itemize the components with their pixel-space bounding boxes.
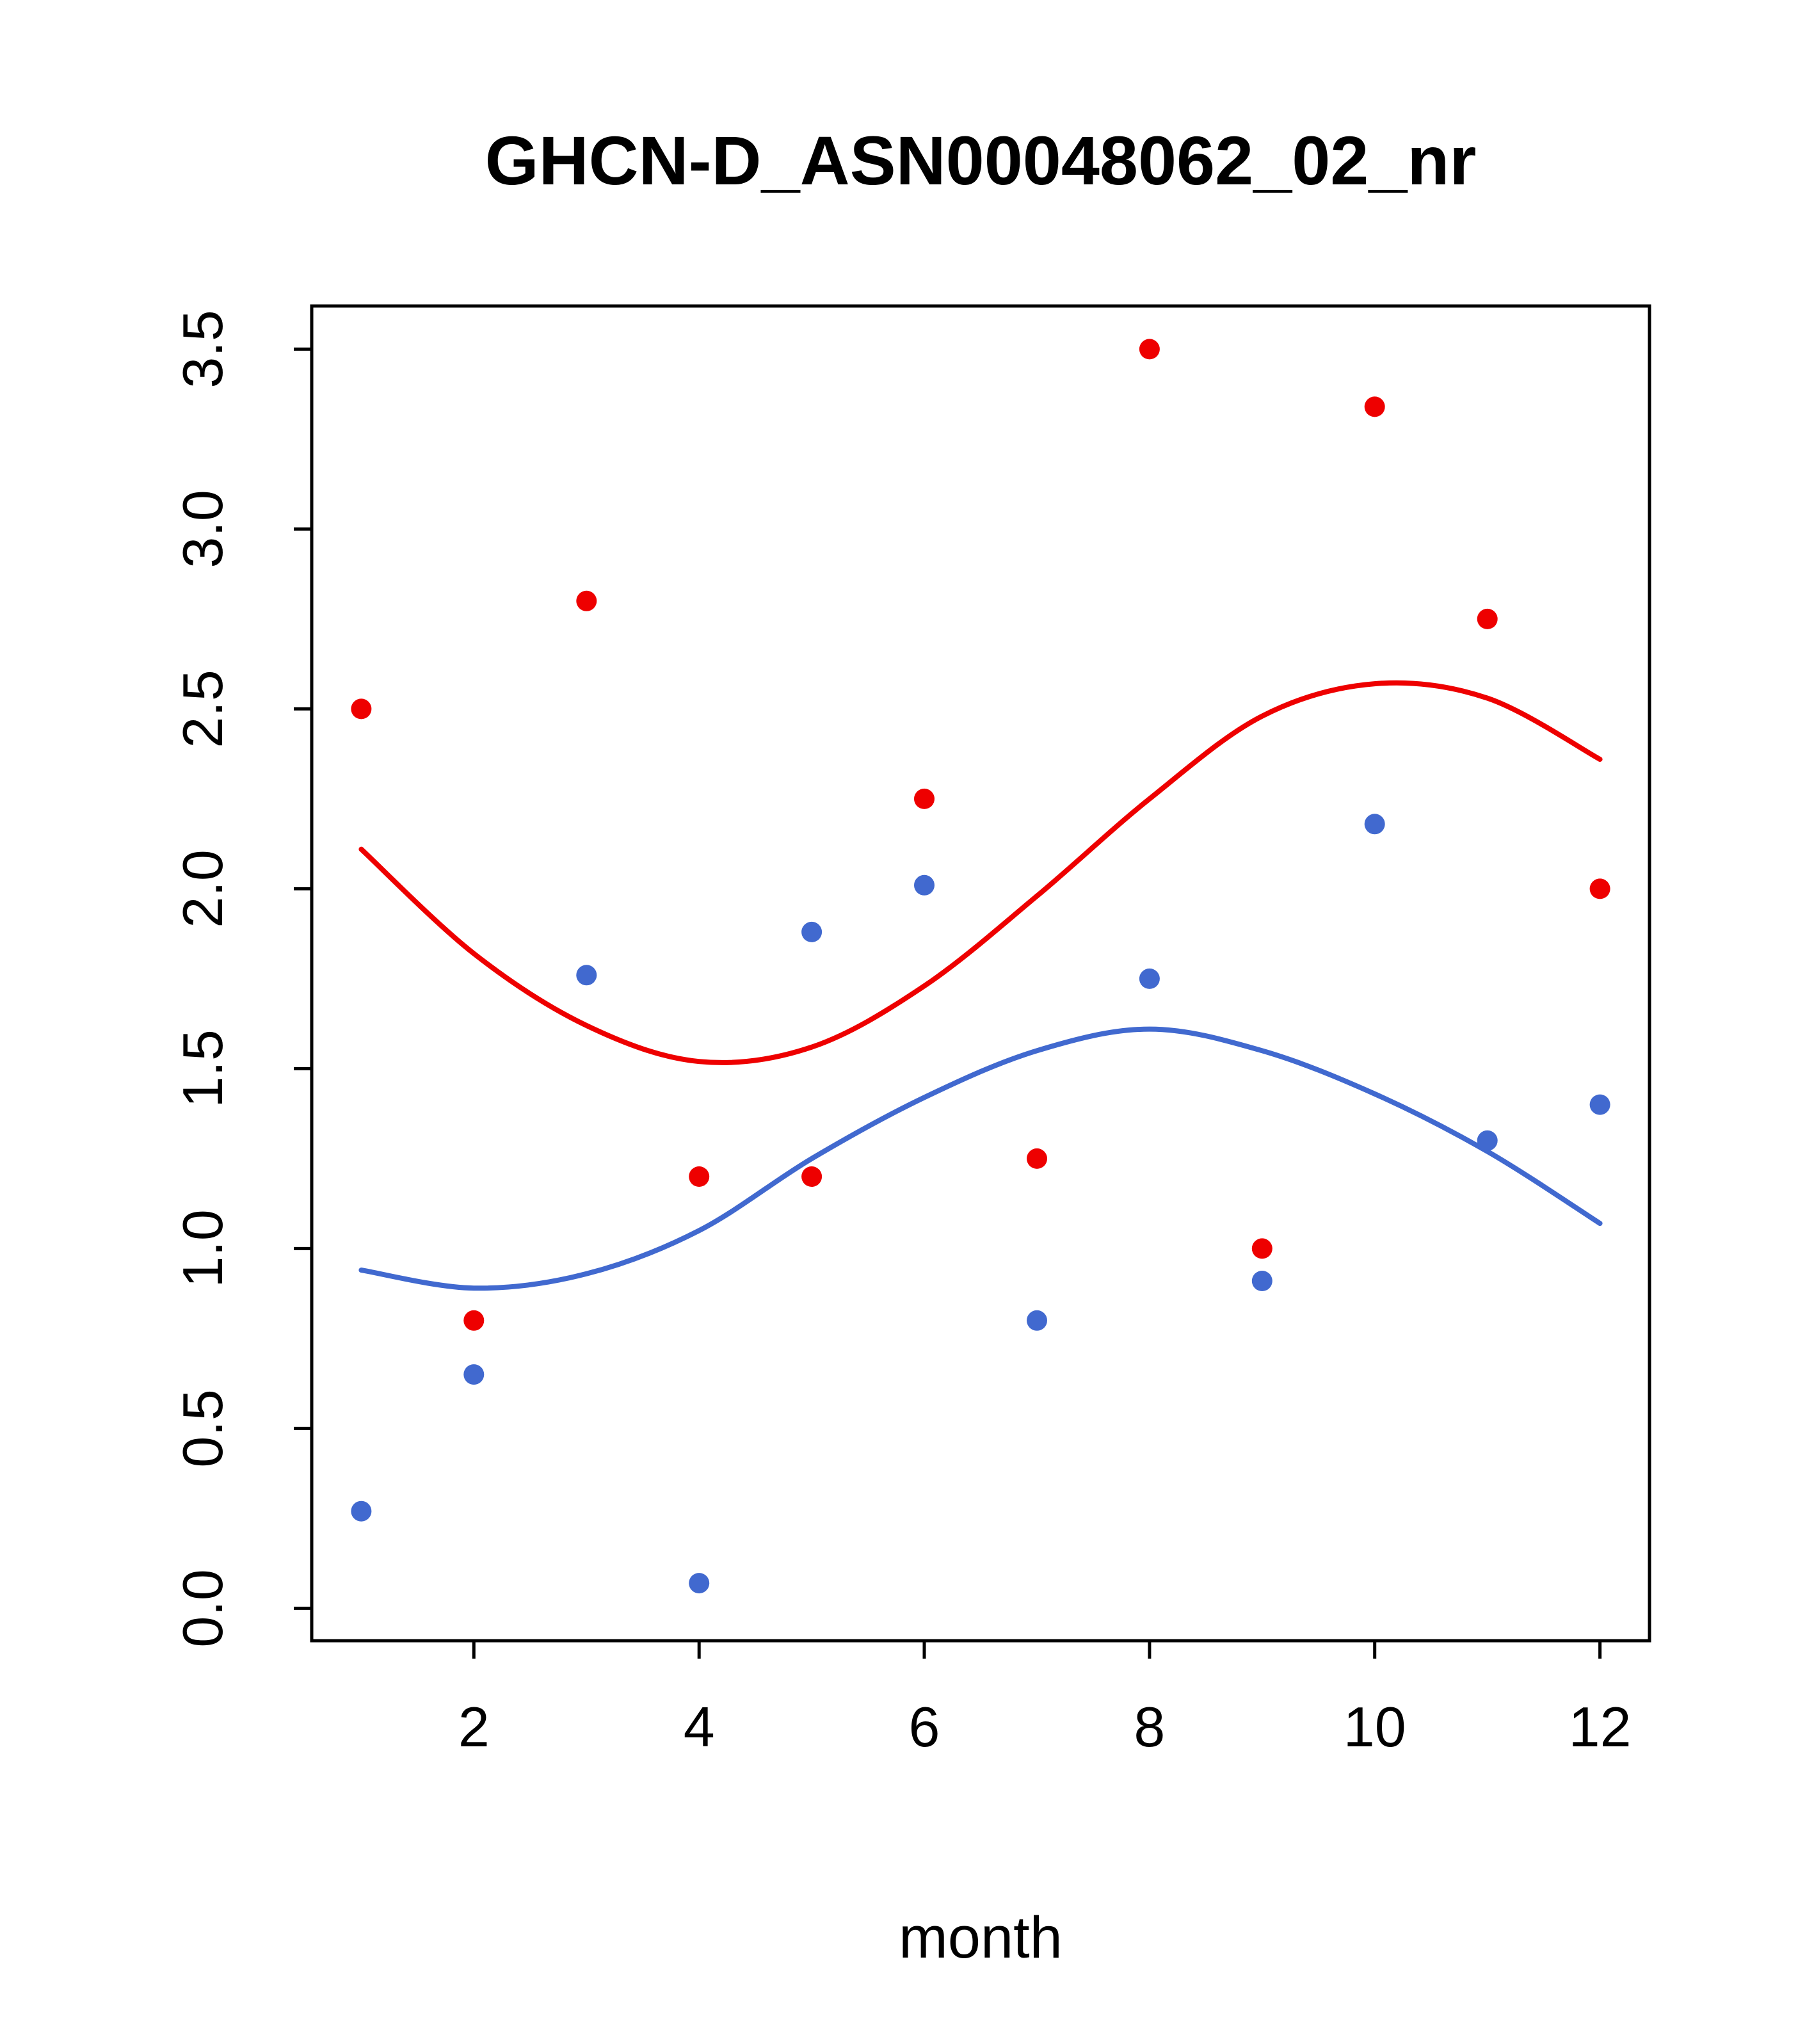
red-points-marker bbox=[801, 1166, 823, 1187]
red-points-marker bbox=[1364, 396, 1385, 417]
y-axis-tick-label: 2.5 bbox=[171, 670, 234, 748]
x-axis-tick-label: 12 bbox=[1569, 1695, 1632, 1758]
plot-box bbox=[310, 304, 1651, 1643]
y-axis-tick-label: 1.5 bbox=[171, 1029, 234, 1107]
y-axis-tick-label: 0.0 bbox=[171, 1569, 234, 1647]
red-points-marker bbox=[1139, 339, 1160, 360]
chart-title: GHCN-D_ASN00048062_02_nr bbox=[485, 122, 1477, 199]
y-axis-tick-label: 1.0 bbox=[171, 1209, 234, 1287]
blue-points-marker bbox=[1477, 1130, 1498, 1151]
x-axis-tick-label: 6 bbox=[909, 1695, 940, 1758]
red-points-marker bbox=[1251, 1238, 1272, 1259]
blue-points-marker bbox=[463, 1364, 485, 1385]
blue-smooth-line bbox=[358, 1026, 1603, 1291]
red-points-marker bbox=[689, 1166, 710, 1187]
blue-points-marker bbox=[1589, 1094, 1610, 1115]
y-axis-tick-label: 3.5 bbox=[171, 310, 234, 388]
x-axis-tick-label: 8 bbox=[1134, 1695, 1165, 1758]
blue-points-marker bbox=[914, 874, 935, 896]
blue-points-marker bbox=[1251, 1271, 1272, 1291]
red-points-marker bbox=[351, 698, 372, 720]
x-axis-tick-label: 4 bbox=[684, 1695, 715, 1758]
blue-points-marker bbox=[1139, 968, 1160, 989]
blue-points-marker bbox=[1027, 1310, 1047, 1331]
red-points-marker bbox=[1027, 1148, 1047, 1169]
y-axis-tick-label: 3.0 bbox=[171, 490, 234, 568]
red-points-marker bbox=[1589, 878, 1610, 899]
blue-points-marker bbox=[1364, 814, 1385, 835]
red-points-marker bbox=[463, 1310, 485, 1331]
x-axis-label: month bbox=[899, 1905, 1063, 1970]
blue-points-marker bbox=[351, 1501, 372, 1522]
x-axis-tick-label: 10 bbox=[1344, 1695, 1406, 1758]
x-axis-tick-label: 2 bbox=[458, 1695, 490, 1758]
red-points-marker bbox=[914, 788, 935, 809]
red-smooth-line bbox=[358, 680, 1603, 1065]
y-axis-tick-label: 0.5 bbox=[171, 1389, 234, 1467]
plot-content: 2 4 6 8 10 12 0.0 0.5 1.0 1.5 2.0 2.5 3.0 3.5 bbox=[171, 304, 1651, 1758]
red-points-marker bbox=[1477, 608, 1498, 629]
blue-points-marker bbox=[689, 1573, 710, 1594]
blue-points-marker bbox=[576, 965, 597, 986]
blue-points-marker bbox=[801, 921, 823, 942]
red-points-marker bbox=[576, 590, 597, 611]
y-axis-tick-label: 2.0 bbox=[171, 849, 234, 928]
